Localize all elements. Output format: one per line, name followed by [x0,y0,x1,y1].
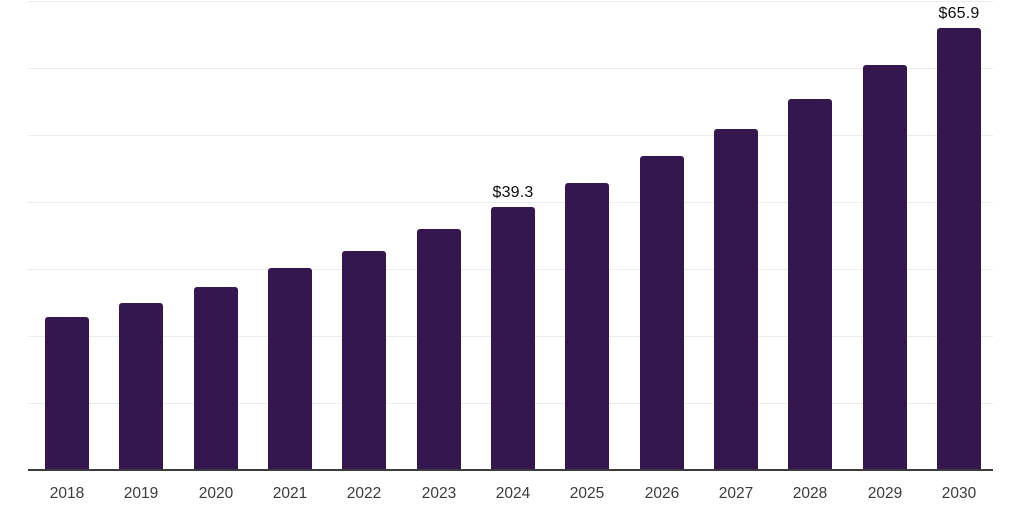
x-tick-2021: 2021 [272,485,308,502]
x-tick-2024: 2024 [495,485,531,502]
bar-2019[interactable] [119,303,163,471]
x-tick-2018: 2018 [49,485,85,502]
bar-2029[interactable] [863,65,907,470]
bar-2023[interactable] [417,229,461,470]
bar-2022[interactable] [342,251,386,470]
x-tick-2026: 2026 [644,485,680,502]
x-tick-2027: 2027 [718,485,754,502]
x-tick-2022: 2022 [346,485,382,502]
x-tick-2030: 2030 [941,485,977,502]
x-tick-2019: 2019 [123,485,159,502]
bar-2025[interactable] [565,183,609,470]
x-tick-2020: 2020 [198,485,234,502]
bar-2030[interactable] [937,28,981,470]
x-tick-2025: 2025 [569,485,605,502]
bar-2028[interactable] [788,99,832,470]
gridline [28,68,993,69]
gridline [28,135,993,136]
bar-2021[interactable] [268,268,312,470]
gridline [28,202,993,203]
value-label-2030: $65.9 [938,5,980,22]
value-label-2024: $39.3 [492,184,534,201]
bar-2027[interactable] [714,129,758,470]
bar-2026[interactable] [640,156,684,470]
x-axis-line [28,469,993,471]
bar-2024[interactable] [491,207,535,470]
x-tick-2029: 2029 [867,485,903,502]
x-tick-2023: 2023 [421,485,457,502]
bar-2018[interactable] [45,317,89,470]
bar-2020[interactable] [194,287,238,470]
gridline [28,1,993,2]
x-tick-2028: 2028 [792,485,828,502]
